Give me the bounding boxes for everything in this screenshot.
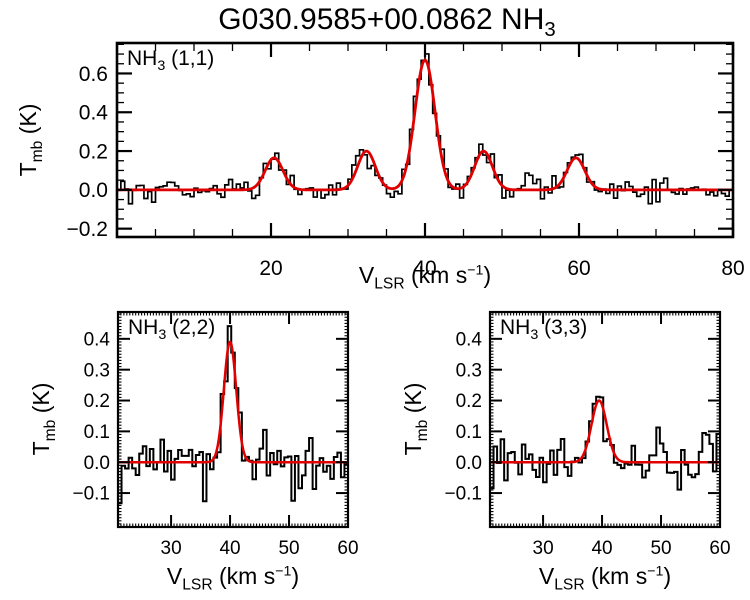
x-axis-label-top: VLSR (km s−1) [265, 262, 585, 294]
svg-text:0.1: 0.1 [456, 422, 482, 443]
spectrum-plot-nh3-22-chart: 30 40 50 60 −0.1 0.0 0.1 0.2 0.3 0.4 [72, 310, 359, 559]
x-label-subscript: LSR [182, 576, 213, 594]
panel-label-nh3-22: NH3 (2,2) [128, 316, 215, 343]
svg-text:60: 60 [709, 538, 730, 559]
x-label-exponent: −1 [467, 262, 484, 279]
x-axis-label-bottom-left: VLSR (km s−1) [73, 563, 393, 595]
figure-title-subscript: 3 [544, 19, 556, 41]
x-axis-label-bottom-right: VLSR (km s−1) [445, 563, 750, 595]
panel-nh3-11: 20 40 60 80 −0.2 0.0 0.2 0.4 0.6 NH3 (1,1) [67, 41, 745, 280]
y-axis-label-bottom-right: Tmb (K) [400, 383, 432, 456]
svg-text:80: 80 [721, 257, 744, 280]
x-label-unit-close: ) [483, 262, 492, 288]
panel-label-transition: (1,1) [165, 47, 215, 70]
svg-text:−0.2: −0.2 [67, 218, 108, 241]
svg-text:30: 30 [161, 538, 182, 559]
svg-text:0.4: 0.4 [79, 102, 109, 125]
y-label-subscript: mb [41, 419, 59, 442]
x-label-unit-close: ) [291, 563, 300, 589]
y-label-symbol: T [28, 441, 55, 456]
y-label-subscript: mb [28, 140, 46, 163]
svg-text:0.3: 0.3 [456, 360, 482, 381]
svg-text:30: 30 [533, 538, 554, 559]
x-label-subscript: LSR [554, 576, 585, 594]
panel-label-text: NH [128, 316, 159, 339]
figure-title: G030.9585+00.0862 NH3 [12, 3, 750, 42]
svg-text:60: 60 [337, 538, 358, 559]
panel-label-subscript: 3 [158, 327, 167, 344]
y-label-subscript: mb [413, 419, 431, 442]
panel-label-text: NH [500, 316, 531, 339]
svg-text:0.1: 0.1 [84, 422, 110, 443]
panel-nh3-33: 30 40 50 60 −0.1 0.0 0.1 0.2 0.3 0.4 NH3 (3,3) [444, 310, 731, 559]
svg-text:50: 50 [278, 538, 299, 559]
figure-title-text: G030.9585+00.0862 NH [218, 3, 545, 36]
y-label-unit: (K) [15, 103, 42, 141]
x-label-unit: (km s [404, 262, 468, 288]
svg-text:0.2: 0.2 [84, 391, 110, 412]
svg-text:−0.1: −0.1 [72, 484, 110, 505]
x-label-subscript: LSR [374, 275, 405, 293]
y-label-unit: (K) [28, 382, 55, 420]
x-label-exponent: −1 [275, 563, 292, 580]
svg-text:0.4: 0.4 [84, 329, 111, 350]
panel-label-nh3-33: NH3 (3,3) [500, 316, 587, 343]
x-label-exponent: −1 [647, 563, 664, 580]
x-label-unit: (km s [584, 563, 648, 589]
panel-label-transition: (2,2) [166, 316, 216, 339]
svg-text:40: 40 [591, 538, 612, 559]
svg-text:20: 20 [259, 257, 282, 280]
svg-text:0.0: 0.0 [456, 453, 482, 474]
spectrum-plot-nh3-11-chart: 20 40 60 80 −0.2 0.0 0.2 0.4 0.6 [67, 41, 745, 280]
svg-text:40: 40 [219, 538, 240, 559]
y-axis-label-bottom-left: Tmb (K) [28, 383, 60, 456]
panel-label-subscript: 3 [530, 327, 539, 344]
x-label-unit-close: ) [663, 563, 672, 589]
svg-text:0.0: 0.0 [84, 453, 110, 474]
spectrum-plot-nh3-33-chart: 30 40 50 60 −0.1 0.0 0.1 0.2 0.3 0.4 [444, 310, 731, 559]
svg-text:0.3: 0.3 [84, 360, 110, 381]
svg-text:0.0: 0.0 [79, 179, 108, 202]
svg-text:0.6: 0.6 [79, 63, 108, 86]
panel-label-subscript: 3 [157, 58, 166, 75]
y-label-unit: (K) [400, 382, 427, 420]
svg-text:50: 50 [650, 538, 671, 559]
y-label-symbol: T [15, 162, 42, 177]
x-label-unit: (km s [212, 563, 276, 589]
panel-label-nh3-11: NH3 (1,1) [127, 47, 214, 74]
x-label-symbol: V [358, 262, 375, 288]
svg-text:60: 60 [567, 257, 590, 280]
y-label-symbol: T [400, 441, 427, 456]
panel-label-text: NH [127, 47, 158, 70]
y-axis-label-top: Tmb (K) [15, 104, 47, 177]
x-label-symbol: V [166, 563, 183, 589]
svg-text:0.2: 0.2 [456, 391, 482, 412]
svg-text:0.4: 0.4 [456, 329, 483, 350]
panel-label-transition: (3,3) [538, 316, 588, 339]
x-label-symbol: V [538, 563, 555, 589]
panel-nh3-22: 30 40 50 60 −0.1 0.0 0.1 0.2 0.3 0.4 NH3 (2,2) [72, 310, 359, 559]
svg-text:0.2: 0.2 [79, 140, 108, 163]
svg-text:40: 40 [413, 257, 436, 280]
svg-text:−0.1: −0.1 [444, 484, 482, 505]
